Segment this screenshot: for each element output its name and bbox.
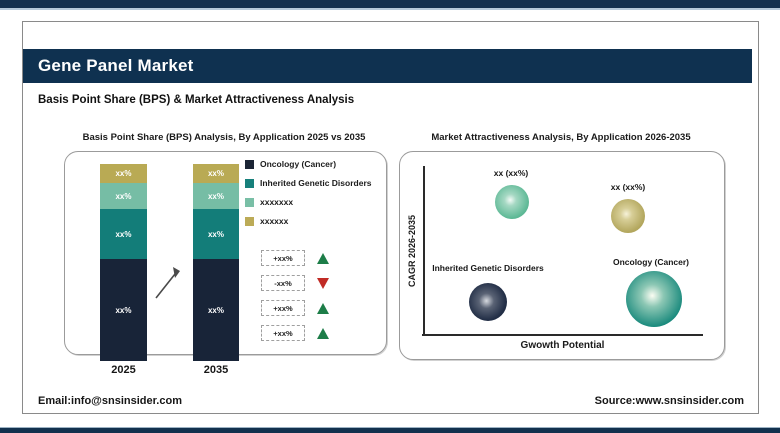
bar-segment-oncology: xx% (100, 259, 147, 361)
x-axis-label: Gwowth Potential (520, 340, 605, 351)
page-subtitle: Basis Point Share (BPS) & Market Attract… (38, 94, 355, 106)
legend-label: Inherited Genetic Disorders (260, 178, 372, 188)
stacked-bar-2035: xx% xx% xx% xx% (193, 164, 239, 361)
legend-item-inherited: Inherited Genetic Disorders (245, 178, 371, 188)
stacked-bar-2025: xx% xx% xx% xx% (100, 164, 147, 361)
footer-email: Email:info@snsinsider.com (38, 395, 182, 407)
page-title-banner: Gene Panel Market (23, 49, 752, 83)
segment-value: xx% (207, 229, 224, 239)
legend-swatch-teal (245, 178, 254, 188)
legend-swatch-navy (245, 159, 254, 169)
bubble-masked-khaki (611, 199, 645, 233)
bubble-label-inherited: Inherited Genetic Disorders (432, 263, 544, 273)
bps-change-value: -xx% (261, 275, 305, 291)
down-triangle-icon (317, 277, 329, 289)
up-triangle-icon (317, 327, 329, 339)
bps-change-row: +xx% (261, 300, 329, 316)
attractiveness-chart-panel (399, 151, 725, 360)
bps-change-row: +xx% (261, 250, 329, 266)
bar-segment-inherited: xx% (193, 209, 239, 259)
segment-value: xx% (207, 305, 224, 315)
bar-segment-inherited: xx% (100, 209, 147, 259)
attractiveness-chart-title: Market Attractiveness Analysis, By Appli… (431, 132, 691, 143)
bps-change-list: +xx% -xx% +xx% +xx% (261, 250, 329, 341)
bubble-oncology-cancer (626, 271, 682, 327)
segment-value: xx% (115, 305, 132, 315)
legend-swatch-seafoam (245, 197, 254, 207)
legend-swatch-khaki (245, 216, 254, 226)
bubble-label-masked-1: xx (xx%) (493, 168, 529, 178)
segment-value: xx% (207, 169, 224, 178)
segment-value: xx% (115, 229, 132, 239)
bps-legend: Oncology (Cancer) Inherited Genetic Diso… (245, 159, 371, 226)
bps-change-value: +xx% (261, 325, 305, 341)
content-frame: Gene Panel Market Basis Point Share (BPS… (22, 21, 759, 414)
bar-segment-oncology: xx% (193, 259, 239, 361)
legend-label: Oncology (Cancer) (260, 159, 337, 169)
bubble-label-masked-2: xx (xx%) (610, 182, 646, 192)
bps-change-value: +xx% (261, 250, 305, 266)
trend-arrow-icon (155, 267, 180, 299)
y-axis-label: CAGR 2026-2035 (407, 214, 417, 288)
top-border-bar (0, 0, 780, 10)
legend-item-masked-1: xxxxxxx (245, 197, 371, 207)
legend-item-masked-2: xxxxxx (245, 216, 371, 226)
bar-segment-khaki: xx% (193, 164, 239, 183)
category-label-2035: 2035 (203, 364, 229, 376)
bubble-label-oncology: Oncology (Cancer) (612, 257, 690, 267)
segment-value: xx% (115, 191, 132, 201)
segment-value: xx% (115, 169, 132, 178)
legend-item-oncology: Oncology (Cancer) (245, 159, 371, 169)
bps-chart-title: Basis Point Share (BPS) Analysis, By App… (82, 132, 366, 143)
bps-change-value: +xx% (261, 300, 305, 316)
segment-value: xx% (207, 191, 224, 201)
up-triangle-icon (317, 302, 329, 314)
legend-label: xxxxxxx (260, 197, 294, 207)
legend-label: xxxxxx (260, 216, 289, 226)
category-label-2025: 2025 (111, 364, 136, 376)
bar-segment-seafoam: xx% (100, 183, 147, 209)
up-triangle-icon (317, 252, 329, 264)
page-title: Gene Panel Market (38, 56, 194, 75)
footer-source: Source:www.snsinsider.com (594, 395, 744, 407)
bps-change-row: -xx% (261, 275, 329, 291)
bottom-border-bar (0, 427, 780, 433)
x-axis-line (422, 334, 703, 336)
bar-segment-khaki: xx% (100, 164, 147, 183)
bar-segment-seafoam: xx% (193, 183, 239, 209)
bps-change-row: +xx% (261, 325, 329, 341)
bubble-inherited-genetic-disorders (469, 283, 507, 321)
y-axis-line (423, 166, 425, 335)
bubble-masked-green (495, 185, 529, 219)
